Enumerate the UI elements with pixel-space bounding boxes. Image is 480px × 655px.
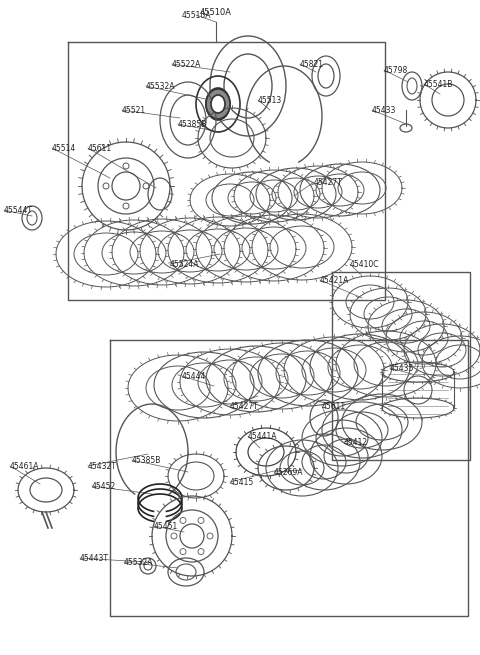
Text: 45611: 45611: [88, 144, 112, 153]
Text: 45513: 45513: [258, 96, 282, 105]
Text: 45444: 45444: [182, 372, 206, 381]
Text: 45510A: 45510A: [181, 11, 211, 20]
Text: 45435: 45435: [390, 364, 414, 373]
Text: 45461A: 45461A: [10, 462, 39, 471]
Text: 45443T: 45443T: [80, 554, 109, 563]
Text: 45521: 45521: [122, 106, 146, 115]
Text: 45544T: 45544T: [4, 206, 33, 215]
Text: 45611: 45611: [322, 402, 346, 411]
Text: 45421A: 45421A: [320, 276, 349, 285]
Text: 45269A: 45269A: [274, 468, 303, 477]
Text: 45532A: 45532A: [124, 558, 154, 567]
Text: 45427T: 45427T: [230, 402, 259, 411]
Text: 45385B: 45385B: [132, 456, 161, 465]
Text: 45514: 45514: [52, 144, 76, 153]
Text: 45798: 45798: [384, 66, 408, 75]
Text: 45821: 45821: [300, 60, 324, 69]
Ellipse shape: [211, 95, 225, 113]
Text: 45522A: 45522A: [172, 60, 202, 69]
Ellipse shape: [206, 89, 230, 119]
Text: 45410C: 45410C: [350, 260, 380, 269]
Text: 45541B: 45541B: [424, 80, 454, 89]
Text: 45432T: 45432T: [88, 462, 117, 471]
Text: 45412: 45412: [344, 438, 368, 447]
Text: 45415: 45415: [230, 478, 254, 487]
Text: 45452: 45452: [92, 482, 116, 491]
Text: 45451: 45451: [154, 522, 178, 531]
Text: 45427T: 45427T: [314, 178, 343, 187]
Text: 45385B: 45385B: [178, 120, 207, 129]
Text: 45510A: 45510A: [200, 8, 232, 17]
Text: 45532A: 45532A: [146, 82, 176, 91]
Text: 45441A: 45441A: [248, 432, 277, 441]
Text: 45524A: 45524A: [170, 260, 200, 269]
Text: 45433: 45433: [372, 106, 396, 115]
